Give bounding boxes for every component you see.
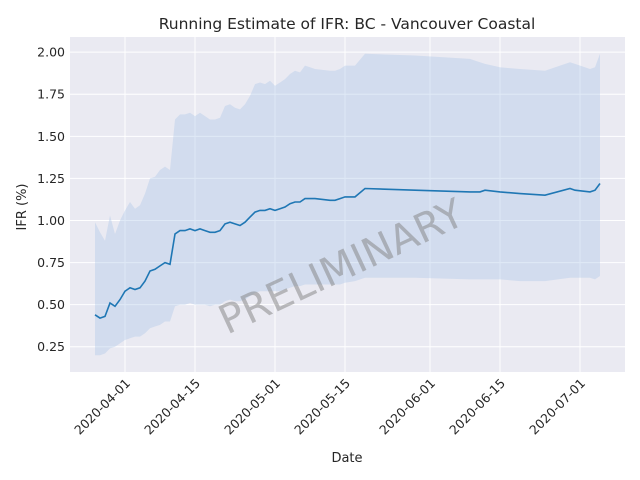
y-tick-label: 0.25 — [37, 339, 65, 354]
x-tick-label: 2020-04-01 — [71, 376, 133, 438]
y-axis-ticks: 0.25 0.50 0.75 1.00 1.25 1.50 1.75 2.00 — [37, 45, 65, 355]
y-axis-label: IFR (%) — [15, 184, 30, 231]
x-tick-label: 2020-05-15 — [291, 376, 353, 438]
y-tick-label: 1.50 — [37, 129, 65, 144]
y-tick-label: 0.50 — [37, 297, 65, 312]
ifr-line — [94, 183, 601, 319]
y-tick-label: 1.75 — [37, 87, 65, 102]
y-tick-label: 1.25 — [37, 171, 65, 186]
x-axis-ticks: 2020-04-01 2020-04-15 2020-05-01 2020-05-15… — [71, 376, 588, 438]
y-tick-label: 1.00 — [37, 213, 65, 228]
x-tick-label: 2020-05-01 — [221, 376, 283, 438]
confidence-band — [95, 53, 600, 356]
chart-title: Running Estimate of IFR: BC - Vancouver … — [159, 15, 536, 33]
y-tick-label: 0.75 — [37, 255, 65, 270]
x-tick-label: 2020-06-01 — [376, 376, 438, 438]
y-tick-label: 2.00 — [37, 45, 65, 60]
grid — [70, 37, 625, 372]
x-tick-label: 2020-07-01 — [526, 376, 588, 438]
x-tick-label: 2020-04-15 — [141, 376, 203, 438]
x-axis-label: Date — [331, 451, 362, 466]
x-tick-label: 2020-06-15 — [446, 376, 508, 438]
plot-background — [70, 37, 625, 372]
